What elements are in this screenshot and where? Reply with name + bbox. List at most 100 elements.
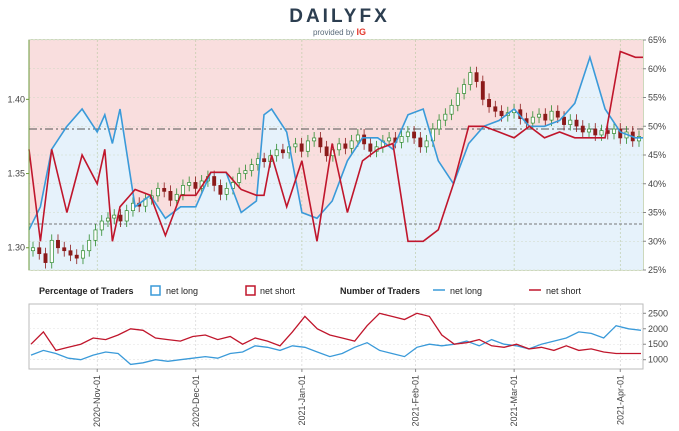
candle-body	[293, 143, 298, 148]
provided-by-text: provided by	[312, 28, 355, 37]
candle-body	[618, 128, 623, 139]
legend: Percentage of Traders net long net short…	[39, 285, 582, 296]
candle-body	[343, 143, 348, 149]
candle-body	[437, 119, 442, 130]
count-tick-label: 1500	[648, 339, 668, 349]
candle-body	[62, 247, 67, 252]
candle-body	[549, 110, 554, 121]
date-tick-label: 2020-Nov-01	[92, 375, 102, 427]
candle-body	[443, 113, 448, 121]
percent-tick-label: 50%	[648, 121, 666, 131]
count-tick-label: 2500	[648, 308, 668, 318]
candle-body	[362, 134, 367, 145]
price-tick-label: 1.30	[7, 243, 25, 253]
candle-body	[49, 239, 54, 263]
candle-body	[87, 239, 92, 252]
candle-body	[99, 220, 104, 231]
percent-tick-label: 60%	[648, 64, 666, 74]
count-tick-label: 1000	[648, 355, 668, 365]
candle-body	[543, 113, 548, 121]
candle-body	[305, 140, 310, 152]
percent-tick-label: 65%	[648, 35, 666, 45]
candle-body	[224, 188, 229, 195]
date-tick-label: 2021-Apr-01	[615, 375, 625, 425]
candle-body	[299, 143, 304, 152]
candle-body	[455, 93, 460, 106]
percent-tick-label: 45%	[648, 150, 666, 160]
candle-body	[237, 173, 242, 183]
candle-body	[580, 125, 585, 133]
candle-body	[74, 254, 79, 259]
candle-body	[162, 188, 167, 192]
candle-body	[43, 253, 48, 263]
candle-body	[480, 81, 485, 100]
percent-tick-label: 55%	[648, 93, 666, 103]
percent-tick-label: 30%	[648, 236, 666, 246]
candle-body	[187, 182, 192, 186]
candle-body	[218, 185, 223, 195]
candle-body	[468, 72, 473, 85]
candle-body	[593, 128, 598, 136]
candle-body	[574, 119, 579, 127]
net-long-line	[28, 54, 643, 231]
candle-body	[155, 188, 160, 197]
candle-body	[537, 113, 541, 118]
candle-body	[106, 217, 110, 222]
candle-body	[168, 191, 173, 201]
candle-body	[118, 214, 123, 222]
legend-percentage-title: Percentage of Traders	[39, 286, 134, 296]
net-short-fill	[29, 40, 643, 230]
legend-count-long-label: net long	[450, 286, 482, 296]
percent-tick-label: 25%	[648, 265, 666, 275]
candle-body	[37, 247, 42, 255]
candle-body	[424, 140, 429, 148]
candle-body	[493, 106, 498, 112]
candle-body	[387, 137, 392, 142]
candle-body	[174, 193, 179, 201]
brand-name: DAILYFX	[289, 6, 390, 27]
legend-count-short-label: net short	[546, 286, 582, 296]
candle-body	[324, 146, 329, 157]
price-axis: 1.30 1.35 1.40	[7, 40, 30, 270]
candle-body	[68, 250, 73, 256]
candle-body	[193, 182, 198, 189]
candle-body	[312, 137, 317, 142]
brand-tagline: provided by IG	[0, 27, 679, 37]
candle-body	[405, 131, 410, 137]
count-net-long-line	[30, 324, 642, 366]
legend-net-long-swatch	[150, 285, 161, 296]
legend-net-long-label: net long	[166, 286, 198, 296]
price-tick-label: 1.35	[7, 169, 25, 179]
candle-body	[474, 72, 479, 82]
net-long-fill	[29, 57, 643, 270]
candle-body	[555, 110, 560, 118]
candle-body	[599, 130, 604, 136]
candle-body	[280, 149, 285, 154]
price-sentiment-panel: 1.30 1.35 1.40 25% 30% 35% 40% 45% 50% 55% 60% 65%	[7, 35, 666, 275]
candle-body	[124, 210, 129, 222]
candle-body	[349, 140, 354, 149]
candle-body	[56, 239, 60, 249]
candle-body	[399, 136, 404, 143]
date-axis: 2020-Nov-01 2020-Dec-01 2021-Jan-01 2021-Fe…	[92, 369, 625, 427]
candle-body	[562, 116, 566, 125]
percent-axis: 25% 30% 35% 40% 45% 50% 55% 60% 65%	[643, 35, 666, 275]
candle-body	[449, 104, 454, 115]
date-tick-label: 2020-Dec-01	[191, 375, 201, 427]
legend-net-short-swatch	[245, 285, 256, 296]
candle-body	[612, 128, 616, 134]
dailyfx-logo: DAILYFX provided by IG	[0, 6, 679, 37]
date-tick-label: 2021-Jan-01	[297, 375, 307, 426]
candle-body	[337, 143, 342, 151]
candle-body	[462, 84, 467, 94]
candle-body	[487, 99, 492, 108]
price-candles	[31, 66, 641, 269]
candle-body	[274, 149, 279, 157]
candle-body	[637, 136, 641, 142]
date-tick-label: 2021-Feb-01	[411, 375, 421, 427]
candle-body	[93, 229, 98, 241]
candle-body	[31, 247, 35, 252]
candle-body	[180, 185, 185, 195]
